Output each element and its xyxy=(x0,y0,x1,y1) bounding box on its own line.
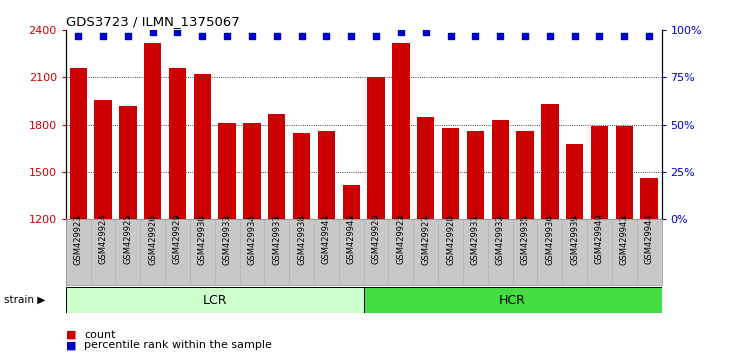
Bar xyxy=(268,114,286,219)
Text: count: count xyxy=(84,330,115,339)
Text: ■: ■ xyxy=(66,340,76,350)
Point xyxy=(519,33,531,39)
Point xyxy=(172,29,183,35)
Bar xyxy=(194,74,211,219)
Bar xyxy=(466,131,484,219)
Point xyxy=(618,33,630,39)
Bar xyxy=(343,185,360,219)
Bar xyxy=(69,68,87,219)
Point xyxy=(122,33,134,39)
Point xyxy=(72,33,84,39)
Bar xyxy=(591,126,608,219)
Text: GDS3723 / ILMN_1375067: GDS3723 / ILMN_1375067 xyxy=(66,15,240,28)
Point xyxy=(643,33,655,39)
Point xyxy=(296,33,308,39)
Point xyxy=(197,33,208,39)
Bar xyxy=(144,43,162,219)
Point xyxy=(271,33,283,39)
Bar xyxy=(219,123,236,219)
Bar xyxy=(516,131,534,219)
Point xyxy=(246,33,258,39)
Bar xyxy=(293,133,310,219)
Text: HCR: HCR xyxy=(499,293,526,307)
Point xyxy=(469,33,481,39)
Point xyxy=(420,29,431,35)
Bar xyxy=(616,126,633,219)
Bar xyxy=(94,99,112,219)
Bar xyxy=(66,287,364,313)
Bar xyxy=(119,106,137,219)
Point xyxy=(346,33,357,39)
Point xyxy=(594,33,605,39)
Bar xyxy=(393,43,409,219)
Bar xyxy=(318,131,335,219)
Point xyxy=(494,33,506,39)
Bar xyxy=(566,144,583,219)
Bar xyxy=(364,287,662,313)
Bar xyxy=(541,104,558,219)
Point xyxy=(321,33,333,39)
Point xyxy=(395,29,406,35)
Bar xyxy=(417,117,434,219)
Bar xyxy=(368,78,385,219)
Point xyxy=(97,33,109,39)
Bar xyxy=(491,120,509,219)
Text: strain ▶: strain ▶ xyxy=(4,295,45,305)
Point xyxy=(544,33,556,39)
Point xyxy=(444,33,456,39)
Text: ■: ■ xyxy=(66,330,76,339)
Point xyxy=(221,33,233,39)
Bar xyxy=(169,68,186,219)
Point xyxy=(147,29,159,35)
Bar xyxy=(640,178,658,219)
Bar xyxy=(243,123,261,219)
Text: LCR: LCR xyxy=(202,293,227,307)
Bar xyxy=(442,128,459,219)
Text: percentile rank within the sample: percentile rank within the sample xyxy=(84,340,272,350)
Point xyxy=(370,33,382,39)
Point xyxy=(569,33,580,39)
